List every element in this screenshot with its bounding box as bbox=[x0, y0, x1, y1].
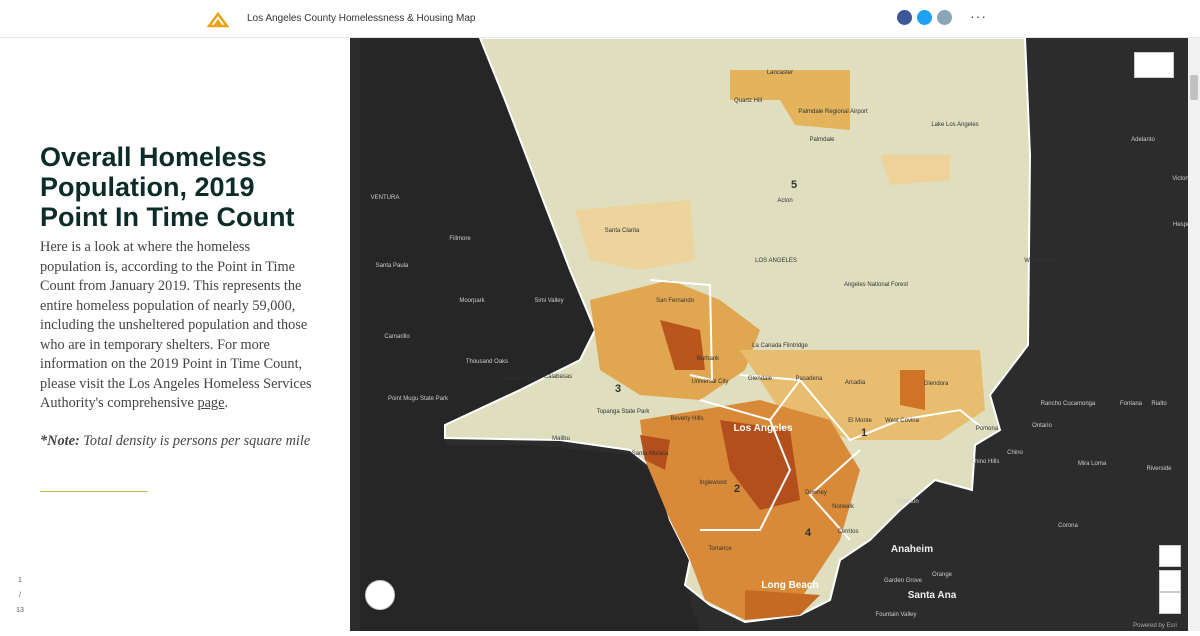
note-text: Total density is persons per square mile bbox=[83, 433, 311, 449]
map-label: Lake Los Angeles bbox=[931, 122, 978, 128]
map-label: Santa Ana bbox=[908, 590, 957, 601]
map-label: Cerritos bbox=[837, 529, 858, 535]
map-label: El Monte bbox=[848, 418, 872, 424]
map-label: West Covina bbox=[885, 418, 920, 424]
map-label: Santa Paula bbox=[376, 263, 409, 269]
map-label: Arcadia bbox=[845, 380, 866, 386]
facebook-share[interactable] bbox=[897, 10, 912, 25]
map[interactable]: Lancaster Quartz Hill Palmdale Regional Ai… bbox=[350, 37, 1198, 631]
map-label: Calabasas bbox=[544, 374, 572, 380]
paragraph: Here is a look at where the homeless pop… bbox=[40, 239, 312, 411]
map-canvas: Lancaster Quartz Hill Palmdale Regional Ai… bbox=[360, 37, 1198, 631]
map-label: Palmdale bbox=[809, 137, 835, 143]
map-label: Simi Valley bbox=[534, 298, 563, 304]
note: *Note: Total density is persons per squa… bbox=[40, 433, 330, 450]
district-number: 2 bbox=[734, 483, 740, 495]
zoom-out-button[interactable] bbox=[1159, 592, 1181, 614]
map-label: Lancaster bbox=[767, 70, 793, 76]
map-label: Fountain Valley bbox=[876, 612, 917, 618]
map-label: Mira Loma bbox=[1078, 461, 1107, 467]
map-label: La Canada Flintridge bbox=[752, 343, 808, 349]
map-label: Long Beach bbox=[761, 580, 818, 591]
map-label: Riverside bbox=[1146, 466, 1172, 472]
note-label: *Note: bbox=[40, 433, 80, 449]
map-label: Downey bbox=[805, 490, 827, 496]
logo[interactable] bbox=[207, 10, 229, 28]
map-label: Inglewood bbox=[699, 480, 726, 486]
scrollbar-thumb[interactable] bbox=[1190, 75, 1198, 100]
story-panel: Overall Homeless Population, 2019 Point … bbox=[0, 38, 350, 631]
map-label: Malibu bbox=[552, 436, 570, 442]
scrollbar[interactable] bbox=[1188, 38, 1200, 631]
page-total: 13 bbox=[16, 607, 24, 614]
layers-button[interactable] bbox=[365, 580, 395, 610]
map-label: Angeles National Forest bbox=[844, 282, 908, 288]
map-label: Acton bbox=[777, 198, 792, 204]
map-label: Anaheim bbox=[891, 544, 933, 555]
map-label: Orange bbox=[932, 572, 953, 578]
map-label: Glendora bbox=[924, 381, 949, 387]
map-label: Santa Clarita bbox=[605, 228, 640, 234]
home-button[interactable] bbox=[1159, 545, 1181, 567]
district-number: 1 bbox=[861, 427, 867, 439]
map-label: Beverly Hills bbox=[670, 416, 703, 422]
fullscreen-button[interactable] bbox=[1134, 52, 1174, 78]
district-number: 5 bbox=[791, 179, 797, 191]
twitter-share[interactable] bbox=[917, 10, 932, 25]
district-number: 3 bbox=[615, 383, 621, 395]
divider bbox=[40, 491, 148, 492]
link-share[interactable] bbox=[937, 10, 952, 25]
header-title: Los Angeles County Homelessness & Housin… bbox=[247, 13, 476, 24]
map-label: Topanga State Park bbox=[597, 409, 651, 415]
map-label: Victorville bbox=[1172, 176, 1188, 182]
map-label: Hesperia bbox=[1173, 222, 1188, 228]
map-label: VENTURA bbox=[371, 195, 400, 201]
map-label: Quartz Hill bbox=[734, 98, 762, 104]
zoom-in-button[interactable] bbox=[1159, 570, 1181, 592]
map-label: San Fernando bbox=[656, 298, 695, 304]
map-label: Wrightwood bbox=[1024, 258, 1056, 264]
paragraph-end: . bbox=[224, 395, 229, 411]
map-label: Palmdale Regional Airport bbox=[798, 109, 868, 115]
page-separator: / bbox=[19, 592, 21, 599]
story-text: Here is a look at where the homeless pop… bbox=[40, 238, 312, 414]
link[interactable]: page bbox=[197, 395, 225, 411]
story-heading: Overall Homeless Population, 2019 Point … bbox=[40, 142, 295, 232]
map-label: Ontario bbox=[1032, 423, 1052, 429]
map-label: Thousand Oaks bbox=[466, 359, 508, 365]
map-label: Chino bbox=[1007, 450, 1023, 456]
page-current: 1 bbox=[18, 577, 22, 584]
map-label: LOS ANGELES bbox=[755, 258, 797, 264]
map-label: Moorpark bbox=[459, 298, 485, 304]
map-label: Pomona bbox=[976, 426, 999, 432]
map-label: Glendale bbox=[748, 376, 773, 382]
more-menu[interactable]: ··· bbox=[970, 8, 987, 24]
map-label: Torrance bbox=[708, 546, 732, 552]
map-label: Rancho Cucamonga bbox=[1041, 401, 1096, 407]
attribution: Powered by Esri bbox=[1133, 623, 1177, 629]
map-label: Fullerton bbox=[895, 499, 918, 505]
map-label: Agoura Hills bbox=[504, 376, 536, 382]
map-label: Santa Monica bbox=[632, 451, 669, 457]
header: Los Angeles County Homelessness & Housin… bbox=[0, 0, 1200, 38]
map-label: Corona bbox=[1058, 523, 1078, 529]
map-label: Adelanto bbox=[1131, 137, 1155, 143]
map-label: Camarillo bbox=[384, 334, 410, 340]
map-label: Burbank bbox=[697, 356, 720, 362]
map-label: Point Mugu State Park bbox=[388, 396, 449, 402]
map-label: Norwalk bbox=[832, 504, 855, 510]
map-label: Garden Grove bbox=[884, 578, 923, 584]
map-label: Fillmore bbox=[449, 236, 471, 242]
map-label: Pasadena bbox=[795, 376, 823, 382]
map-label: Rialto bbox=[1151, 401, 1167, 407]
map-label: Los Angeles bbox=[733, 423, 793, 434]
map-label: Chino Hills bbox=[971, 459, 1000, 465]
map-label: Fontana bbox=[1120, 401, 1143, 407]
map-label: Universal City bbox=[691, 379, 728, 385]
district-number: 4 bbox=[805, 527, 812, 539]
